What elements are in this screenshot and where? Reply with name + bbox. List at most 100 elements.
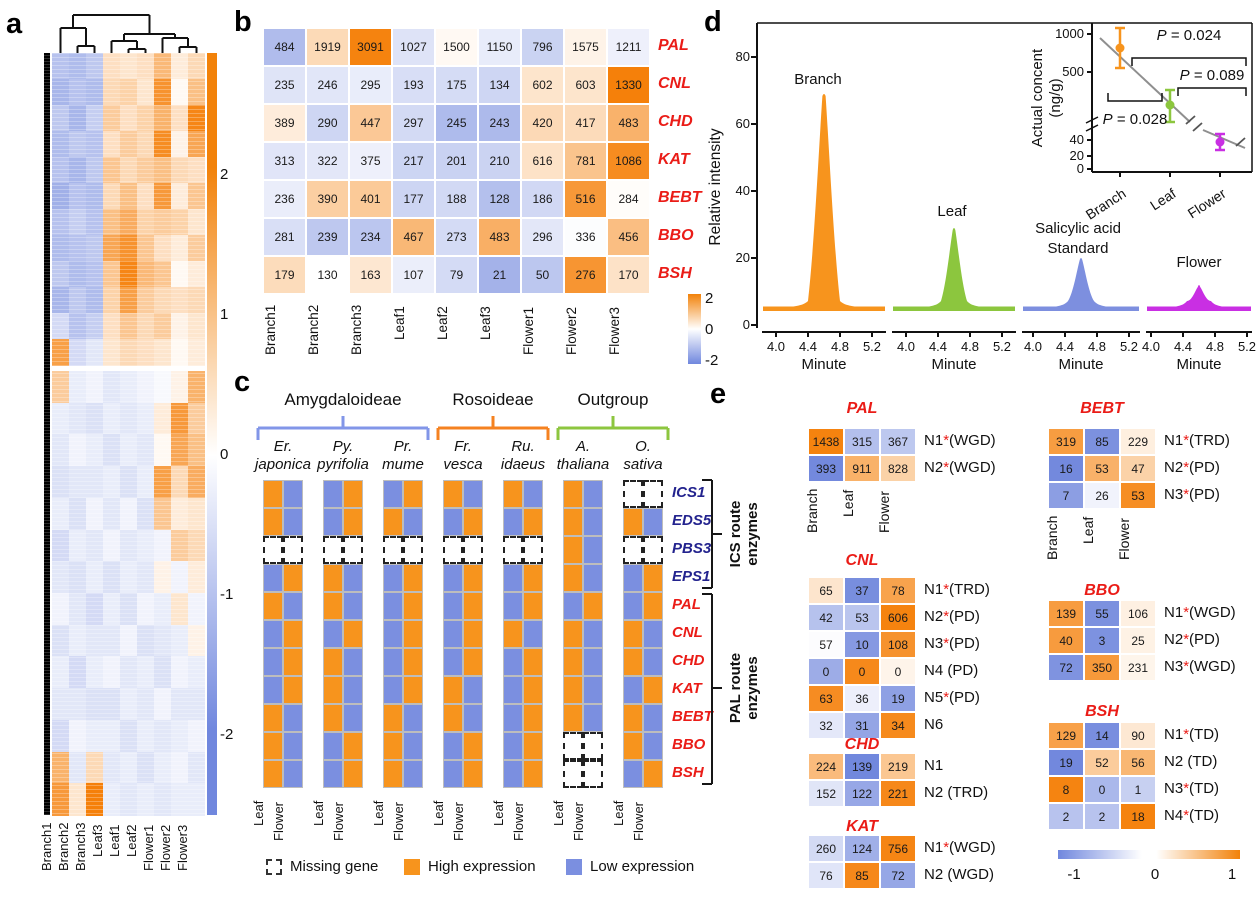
b-heatmap-cell: 483 — [607, 104, 650, 142]
heatmap-cell — [86, 339, 103, 366]
e-heatmap-cell: 10 — [844, 631, 880, 658]
heatmap-cell — [69, 402, 86, 436]
c-expression-cell — [323, 620, 343, 648]
panel-d-label: d — [704, 6, 722, 38]
e-heatmap-cell: 85 — [1084, 428, 1120, 455]
significance-star: * — [943, 689, 950, 706]
c-expression-cell — [403, 592, 423, 620]
e-heatmap-cell: 315 — [844, 428, 880, 455]
heatmap-cell — [86, 287, 103, 314]
chromatogram-peak-flower — [1163, 285, 1235, 308]
panel-b-label: b — [234, 6, 252, 38]
e-colorbar-tick-label: 1 — [1227, 866, 1237, 883]
heatmap-cell — [86, 402, 103, 436]
heatmap-cell — [137, 209, 154, 236]
c-expression-cell — [503, 620, 523, 648]
c-gene-label: CNL — [672, 624, 703, 641]
heatmap-cell — [188, 719, 205, 753]
b-heatmap-cell: 273 — [435, 218, 478, 256]
c-expression-cell — [403, 760, 423, 788]
heatmap-cell — [86, 466, 103, 499]
heatmap-cell — [171, 261, 188, 288]
legend-label: High expression — [428, 858, 536, 875]
e-row-label: N3*(TD) — [1164, 780, 1220, 797]
e-heatmap-cell: 32 — [808, 712, 844, 739]
trend-line — [1202, 129, 1246, 149]
b-heatmap-cell: 79 — [435, 256, 478, 294]
b-heatmap-cell: 1027 — [392, 28, 435, 66]
c-expression-cell — [563, 704, 583, 732]
line-break-mark — [1185, 115, 1196, 125]
b-heatmap-cell: 179 — [263, 256, 306, 294]
heatmap-cell — [86, 783, 103, 816]
heatmap-cell — [103, 131, 120, 158]
heatmap-cell — [86, 434, 103, 467]
e-row-name: N5 — [924, 689, 944, 706]
species-genus: Fr. — [454, 438, 472, 455]
e-heatmap-cell: 0 — [808, 658, 844, 685]
e-row-name: N2 — [924, 459, 944, 476]
column-dendrogram — [59, 14, 198, 55]
d-y-tick-label: 80 — [735, 49, 750, 64]
c-column-sublabel: Leaf — [551, 800, 566, 827]
c-expression-cell — [643, 676, 663, 704]
b-gene-label: CNL — [658, 75, 691, 92]
c-expression-cell — [443, 536, 463, 564]
e-heatmap-cell: 911 — [844, 455, 880, 482]
c-expression-cell — [343, 732, 363, 760]
heatmap-cell — [188, 656, 205, 689]
d-y-tick-label: 0 — [742, 317, 750, 332]
heatmap-cell — [154, 783, 171, 816]
e-heatmap-cell: 42 — [808, 604, 844, 631]
c-expression-cell — [523, 760, 543, 788]
b-heatmap-cell: 389 — [263, 104, 306, 142]
heatmap-cell — [69, 157, 86, 184]
e-heatmap-cell: 37 — [844, 577, 880, 604]
c-expression-cell — [503, 760, 523, 788]
e-heatmap-cell: 25 — [1120, 627, 1156, 654]
c-expression-cell — [383, 704, 403, 732]
c-expression-cell — [343, 620, 363, 648]
heatmap-cell — [52, 497, 69, 531]
c-expression-cell — [383, 480, 403, 508]
heatmap-cell — [120, 497, 137, 531]
heatmap-cell — [120, 157, 137, 184]
heatmap-cell — [171, 339, 188, 366]
c-expression-cell — [403, 704, 423, 732]
heatmap-cell — [120, 261, 137, 288]
heatmap-cell — [69, 719, 86, 753]
species-epithet: japonica — [255, 456, 311, 473]
b-colorbar — [688, 294, 701, 364]
species-genus: O. — [635, 438, 651, 455]
heatmap-cell — [52, 53, 69, 80]
heatmap-cell — [154, 434, 171, 467]
c-expression-cell — [503, 704, 523, 732]
heatmap-cell — [154, 287, 171, 314]
c-expression-cell — [283, 676, 303, 704]
heatmap-cell — [69, 751, 86, 784]
c-expression-cell — [323, 704, 343, 732]
b-heatmap-cell: 1919 — [306, 28, 349, 66]
heatmap-cell — [52, 339, 69, 366]
e-colorbar-tick-label: -1 — [1067, 866, 1081, 883]
b-heatmap-cell: 50 — [521, 256, 564, 294]
e-heatmap-cell: 7 — [1048, 482, 1084, 509]
c-expression-cell — [443, 760, 463, 788]
heatmap-column-label: Flower3 — [174, 824, 190, 872]
heatmap-cell — [137, 105, 154, 132]
e-heatmap-cell: 85 — [844, 862, 880, 889]
heatmap-column-label: Flower2 — [157, 824, 173, 872]
species-epithet: thaliana — [556, 456, 610, 473]
e-heatmap-cell: 52 — [1084, 749, 1120, 776]
b-heatmap-cell: 3091 — [349, 28, 392, 66]
panel-d-plot: 4.0 4.4 4.8 5.2 Minute Branch 4.0 4.4 4.8 5.2 Minu… — [751, 22, 1256, 373]
heatmap-cell — [188, 497, 205, 531]
heatmap-cell — [120, 529, 137, 562]
trace-name-label: Flower — [1176, 254, 1221, 271]
heatmap-cell — [69, 561, 86, 594]
heatmap-cell — [171, 466, 188, 499]
c-expression-cell — [443, 592, 463, 620]
b-heatmap-cell: 175 — [435, 66, 478, 104]
c-expression-cell — [463, 676, 483, 704]
heatmap-cell — [188, 157, 205, 184]
